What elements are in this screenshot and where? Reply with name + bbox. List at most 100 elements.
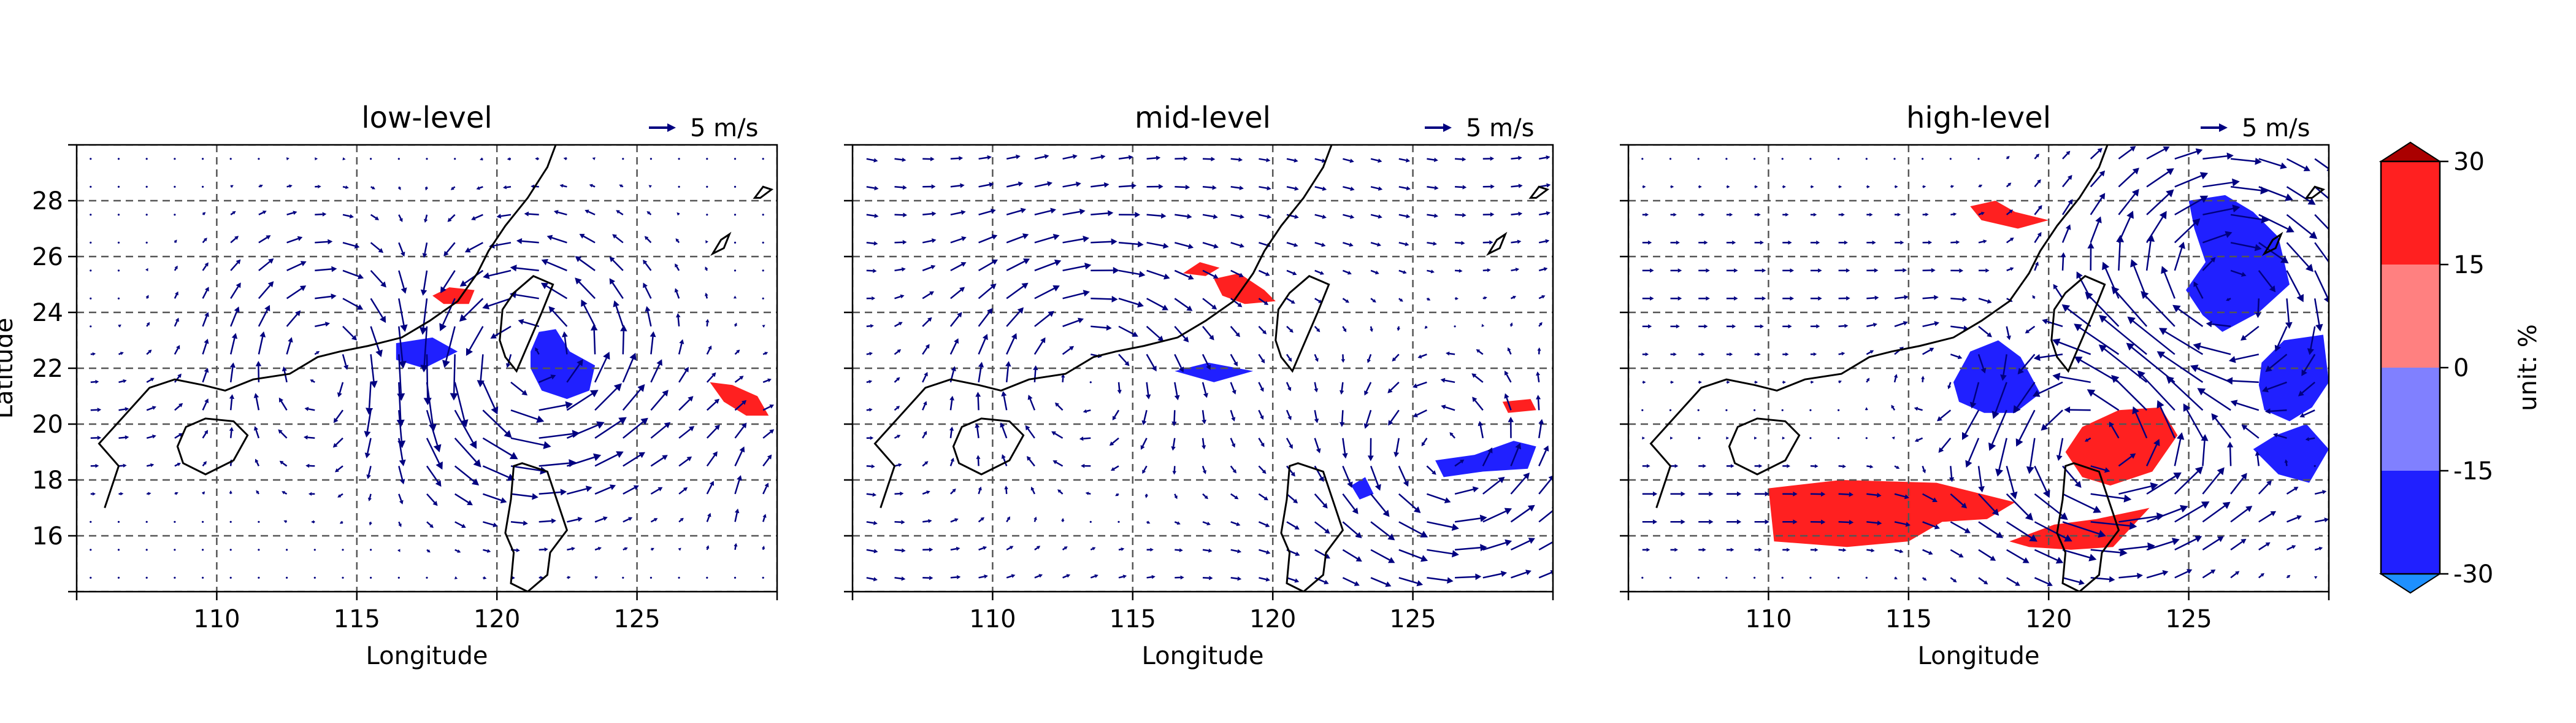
wind-vector [1174,521,1181,525]
wind-vector [2227,441,2234,466]
wind-vector [2034,521,2072,542]
wind-vector [1091,325,1112,331]
x-tick-label: 115 [1110,605,1156,633]
colorbar-tick-label: -30 [2453,560,2493,589]
wind-vector [1641,158,1644,160]
wind-vector [1894,240,1904,245]
wind-vector [619,184,624,188]
wind-vector [342,242,360,249]
wind-vector [2053,284,2064,299]
wind-vector [553,210,567,216]
wind-vector [705,319,710,327]
wind-vector [1392,354,1400,362]
wind-vector [975,392,981,411]
wind-vector [1781,409,1784,411]
wind-vector [2230,571,2240,579]
wind-vector [1387,381,1400,393]
wind-vector [1866,185,1870,188]
wind-vector [1343,186,1355,191]
map-panel-high-level: 110 115 120 125 high-level 5 m/s Longitude [1620,101,2330,670]
x-axis-label: Longitude [366,642,488,670]
wind-vector [2172,304,2204,327]
wind-vector [1314,521,1330,534]
wind-vector [1642,381,1646,384]
wind-vector [1062,209,1086,216]
wind-vector [1725,409,1728,411]
wind-vector [370,354,378,389]
wind-vector [174,345,180,355]
wind-vector [678,185,680,188]
wind-vector [1090,574,1098,579]
wind-vector [1370,242,1381,247]
wind-vector [1782,268,1794,273]
wind-vector [2146,505,2188,523]
wind-vector [483,521,498,528]
wind-vector [1454,486,1479,495]
wind-vector [2034,549,2064,564]
wind-vector [1866,350,1874,355]
wind-vector [117,269,120,272]
colorbar-level-3 [2381,368,2440,471]
wind-vector [1412,381,1427,389]
coastline-island-2 [1280,462,1344,592]
wind-vector [118,407,129,412]
wind-vector [398,521,402,527]
wind-vector [1286,521,1300,530]
wind-vector [1669,158,1672,160]
coastline [98,145,774,592]
wind-vector [1754,464,1763,468]
wind-vector [1838,576,1840,579]
wind-vector [1085,492,1091,495]
wind-vector [950,489,956,495]
wind-vector [1893,158,1896,160]
wind-vector [117,549,120,551]
wind-vector [510,381,528,396]
wind-vector [1810,185,1814,188]
wind-vector [949,427,954,438]
wind-vector [1894,549,1904,554]
x-axis-label: Longitude [1918,642,2040,670]
wind-vector [2146,211,2167,243]
wind-vector [922,461,929,467]
wind-vector [1146,269,1170,280]
wind-vector [398,493,404,505]
wind-vector [1892,436,1895,440]
wind-vector [1033,516,1037,522]
wind-vector [1977,466,1985,493]
x-tick-label: 110 [969,605,1016,633]
wind-vector [1894,295,1909,300]
wind-vector [118,352,124,355]
wind-vector [1669,409,1672,411]
wind-vector [2202,536,2224,551]
wind-vector [315,185,321,188]
wind-vector [146,322,150,327]
wind-vector [2013,382,2036,414]
wind-vector [1258,521,1270,527]
wind-vector [950,210,966,216]
wind-vector [1286,438,1293,449]
wind-vector [2006,182,2012,188]
wind-vector [1140,438,1148,450]
wind-vector [1698,268,1710,273]
wind-vector [1398,158,1411,163]
axis-ticks: 110 115 120 125 [844,144,1554,633]
wind-vector [1510,473,1530,495]
wind-vector [2193,281,2204,299]
wind-vector [426,493,438,506]
wind-vector [1482,476,1505,495]
wind-vector [1670,381,1674,384]
wind-vector [1034,234,1060,244]
wind-vector [1454,296,1459,300]
wind-vector [950,262,967,271]
wind-vector [1866,240,1876,245]
wind-vector [90,325,92,328]
wind-vector [1670,547,1678,552]
wind-vector [866,464,875,468]
wind-vector [1202,548,1213,553]
coastline-island-0 [176,417,249,476]
map-content [1628,145,2329,592]
wind-vector [950,287,965,300]
wind-vector [1866,322,1877,328]
wind-vector [734,446,745,466]
wind-vector [1202,521,1211,525]
